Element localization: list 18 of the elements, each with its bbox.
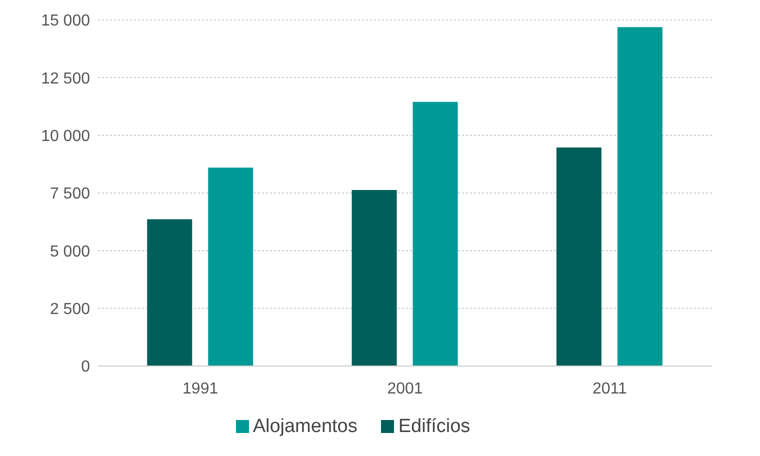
bar xyxy=(208,168,254,366)
x-tick-label: 2001 xyxy=(387,380,423,398)
y-tick-label: 0 xyxy=(81,358,90,376)
x-tick-label: 1991 xyxy=(182,380,218,398)
legend-label: Alojamentos xyxy=(252,416,358,437)
y-tick-label: 15 000 xyxy=(41,12,90,30)
x-tick-label: 2011 xyxy=(592,380,627,398)
legend-label: Edifícios xyxy=(398,416,470,437)
y-tick-label: 7 500 xyxy=(50,186,90,203)
bar xyxy=(617,27,662,366)
bar xyxy=(412,102,458,366)
bar xyxy=(147,219,192,366)
y-tick-label: 2 500 xyxy=(50,301,90,318)
bar xyxy=(556,148,602,366)
y-tick-label: 10 000 xyxy=(41,128,90,146)
bar xyxy=(352,190,397,366)
y-tick-label: 12 500 xyxy=(41,70,90,88)
y-tick-label: 5 000 xyxy=(50,243,90,260)
